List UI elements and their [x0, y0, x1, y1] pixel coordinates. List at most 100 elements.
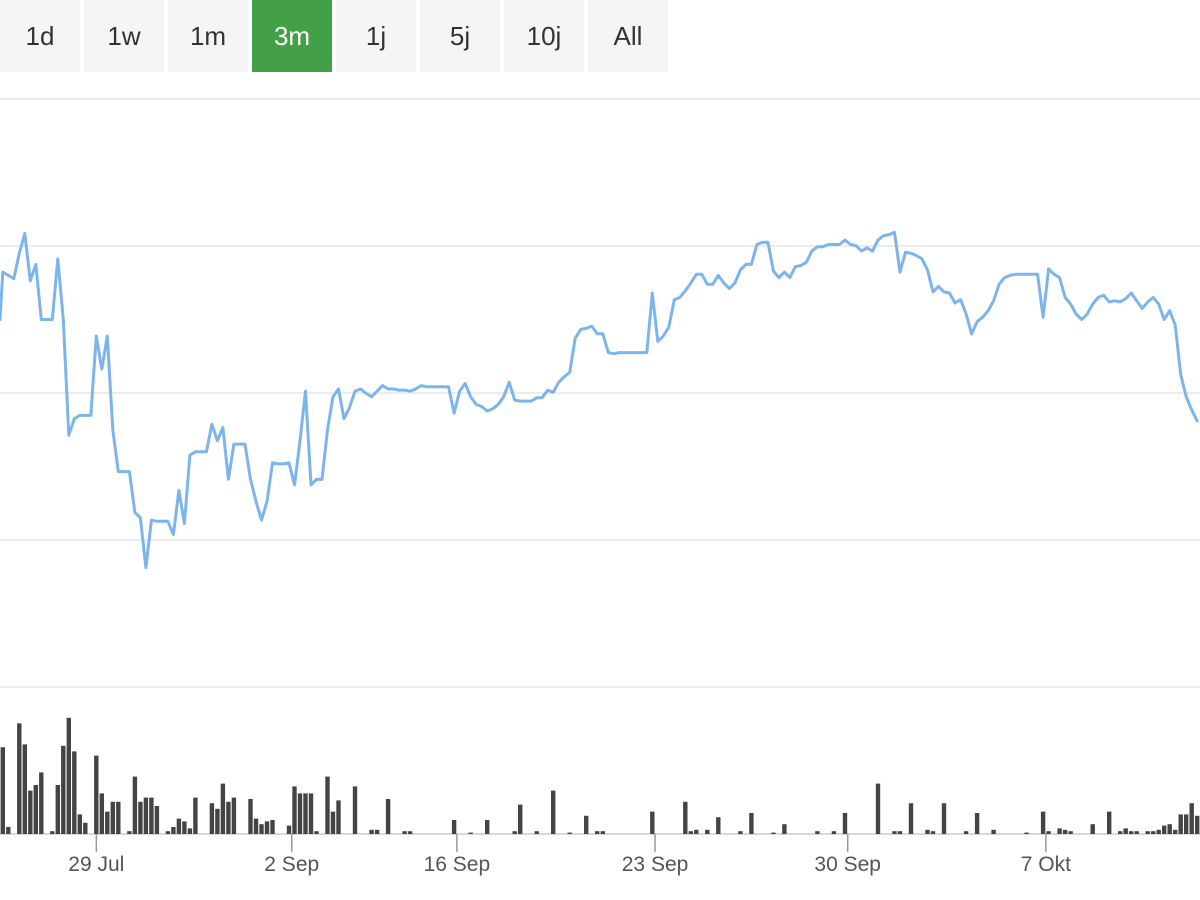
volume-bar [875, 783, 881, 834]
volume-bar [1046, 831, 1051, 834]
volume-bar [1118, 831, 1123, 834]
range-button-1d[interactable]: 1d [0, 0, 80, 72]
volume-bar [55, 785, 60, 834]
volume-bar [352, 786, 358, 834]
volume-bar [600, 831, 605, 834]
volume-bar [518, 804, 523, 834]
volume-bar [369, 829, 374, 834]
range-button-5j[interactable]: 5j [420, 0, 500, 72]
x-tick-label: 16 Sep [424, 853, 491, 876]
volume-bars [0, 717, 1200, 834]
grid-lines [0, 98, 1200, 835]
x-tick-label: 30 Sep [814, 853, 881, 876]
volume-bar [1156, 829, 1161, 834]
volume-bar [325, 776, 330, 834]
volume-bar [110, 801, 115, 834]
volume-bar [248, 799, 253, 834]
volume-bar [66, 717, 71, 834]
volume-bar [1162, 825, 1167, 834]
volume-bar [330, 811, 336, 834]
range-button-all[interactable]: All [588, 0, 668, 72]
volume-bar [50, 831, 55, 834]
volume-bar [1151, 831, 1156, 834]
range-button-1j[interactable]: 1j [336, 0, 416, 72]
range-button-1m[interactable]: 1m [168, 0, 248, 72]
volume-bar [303, 793, 308, 834]
volume-bar [485, 820, 490, 834]
volume-bar [253, 818, 259, 834]
volume-bar [1062, 829, 1068, 834]
volume-bar [892, 831, 897, 834]
volume-bar [99, 793, 104, 834]
volume-bar [930, 831, 936, 834]
volume-bar [451, 820, 457, 834]
volume-bar [551, 790, 556, 834]
volume-bar [407, 831, 413, 834]
volume-bar [1145, 831, 1150, 834]
volume-bar [286, 825, 292, 834]
volume-bar [105, 811, 110, 834]
volume-bar [831, 831, 837, 834]
volume-bar [187, 828, 193, 834]
volume-bar [782, 824, 787, 834]
volume-bar [974, 813, 980, 834]
volume-bar [842, 813, 848, 834]
volume-bar [226, 801, 231, 834]
volume-bar [584, 815, 589, 834]
volume-bar [468, 832, 473, 834]
volume-bar [127, 831, 132, 834]
volume-bar [138, 801, 143, 834]
volume-bar [963, 831, 969, 834]
volume-bar [28, 790, 33, 834]
volume-bar [176, 818, 182, 834]
volume-bar [385, 799, 391, 834]
volume-bar [1040, 811, 1046, 834]
volume-bar [694, 829, 699, 834]
volume-bar [1057, 828, 1062, 834]
volume-bar [897, 831, 903, 834]
volume-bar [182, 821, 187, 834]
volume-bar [925, 829, 930, 834]
volume-bar [402, 831, 407, 834]
volume-bar [374, 829, 380, 834]
volume-bar [39, 772, 44, 834]
volume-bar [908, 803, 914, 834]
x-tick-label: 29 Jul [68, 853, 124, 876]
volume-bar [33, 785, 38, 834]
volume-bar [1068, 831, 1073, 834]
x-axis: 29 Jul 2 Sep 16 Sep 23 Sep 30 Sep 7 Okt [68, 834, 1071, 876]
range-selector: 1d 1w 1m 3m 1j 5j 10j All [0, 0, 668, 72]
volume-bar [716, 817, 721, 834]
volume-bar [154, 806, 160, 834]
volume-bar [534, 831, 539, 834]
x-tick-label: 23 Sep [622, 853, 689, 876]
volume-bar [1129, 831, 1134, 834]
volume-bar [94, 755, 99, 834]
volume-bar [688, 831, 693, 834]
volume-bar [1123, 828, 1128, 834]
volume-bar [314, 831, 319, 834]
volume-bar [308, 793, 314, 834]
volume-bar [72, 751, 77, 834]
volume-bar [1173, 829, 1178, 834]
volume-bar [149, 797, 154, 834]
volume-bar [231, 797, 237, 834]
volume-bar [193, 797, 198, 834]
range-button-10j[interactable]: 10j [504, 0, 584, 72]
volume-bar [771, 832, 776, 834]
range-button-3m[interactable]: 3m [252, 0, 332, 72]
volume-bar [270, 820, 275, 834]
volume-bar [749, 813, 754, 834]
range-button-1w[interactable]: 1w [84, 0, 164, 72]
volume-bar [941, 803, 947, 834]
volume-bar [738, 831, 743, 834]
volume-bar [83, 822, 88, 834]
volume-bar [1184, 814, 1189, 834]
volume-bar [259, 824, 264, 834]
volume-bar [567, 832, 572, 834]
x-tick-label: 2 Sep [264, 853, 319, 876]
volume-bar [650, 811, 655, 834]
volume-bar [1178, 814, 1183, 834]
volume-bar [991, 829, 996, 834]
